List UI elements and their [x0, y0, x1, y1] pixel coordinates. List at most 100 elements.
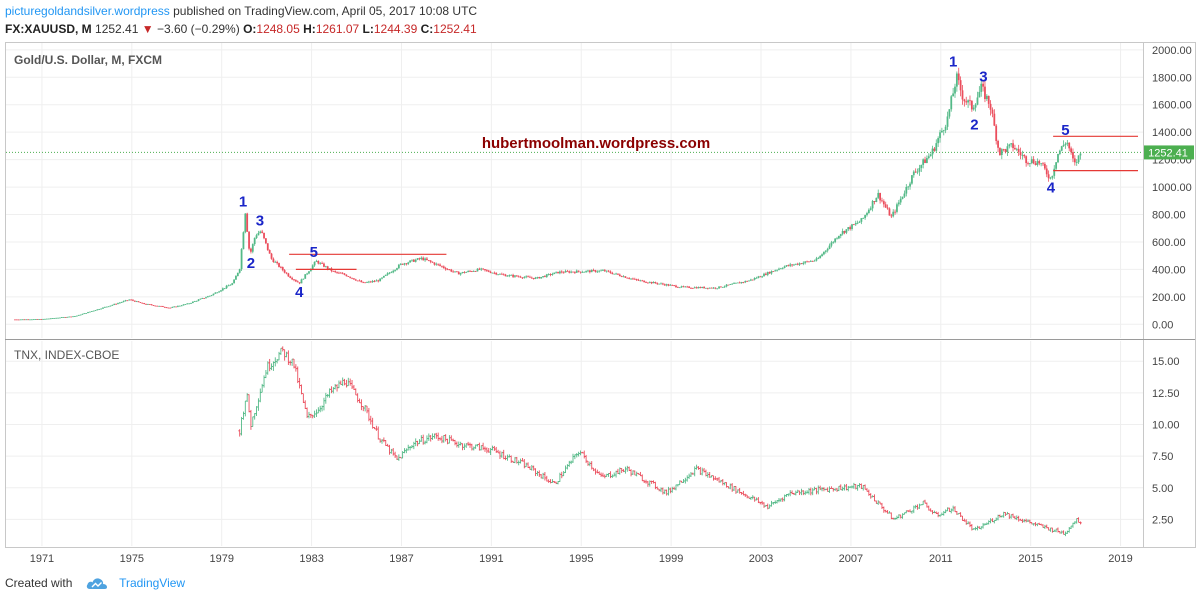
wave-label: 4	[1047, 180, 1056, 197]
gold-candle-body	[809, 261, 812, 262]
gold-candle-body	[442, 266, 445, 268]
gold-candle-body	[954, 86, 956, 94]
gold-candle-body	[248, 231, 250, 249]
gold-candle-body	[313, 261, 316, 266]
gold-candle-body	[1012, 143, 1014, 149]
gold-candle-body	[293, 279, 295, 281]
gold-candle-body	[603, 270, 606, 272]
gold-candle-body	[197, 299, 200, 301]
gold-candle-body	[867, 209, 870, 214]
x-tick-label: 1979	[209, 553, 233, 565]
gold-candle-body	[596, 271, 599, 273]
gold-candle-body	[47, 318, 50, 320]
tradingview-link[interactable]: TradingView	[119, 576, 186, 591]
tnx-tick-label: 15.00	[1152, 356, 1180, 368]
time-axis[interactable]: 1971 1975 1979 1983 1987 1991 1995 1999 2003 2007…	[30, 553, 1133, 565]
gold-candle-body	[523, 277, 526, 278]
gold-candle-body	[564, 270, 567, 273]
gold-candle-body	[250, 248, 252, 252]
gold-candle-body	[100, 308, 103, 310]
last-price-tag: 1252.41	[1144, 145, 1194, 160]
x-tick-label: 1999	[659, 553, 683, 565]
gold-candle-body	[510, 274, 513, 276]
gold-candle-body	[697, 287, 700, 289]
gold-candle-body	[532, 277, 535, 279]
author-link[interactable]: picturegoldandsilver.wordpress	[5, 4, 170, 18]
gold-candle-body	[914, 171, 917, 173]
gold-candle-body	[1014, 148, 1016, 150]
gold-candle-body	[826, 248, 829, 251]
gold-candle-body	[686, 286, 689, 288]
gold-candle-body	[308, 271, 310, 274]
gold-candle-body	[720, 286, 722, 288]
gold-candle-body	[592, 269, 595, 271]
gold-candle-body	[940, 130, 943, 133]
gold-candle-body	[377, 280, 380, 282]
support-resistance-lines[interactable]	[289, 135, 1138, 270]
gold-candle-body	[311, 265, 314, 270]
gold-candle-body	[991, 109, 994, 114]
gold-tick-label: 1800.00	[1152, 72, 1192, 84]
gold-candle-body	[178, 305, 181, 307]
gold-candle-body	[600, 270, 602, 272]
gold-candle-body	[450, 269, 453, 272]
gold-candle-body	[701, 286, 704, 288]
gold-candle-body	[736, 282, 739, 284]
chart-canvas[interactable]: 0.00200.00400.00600.00800.001000.001200.…	[0, 0, 1200, 576]
gold-candle-body	[150, 304, 153, 306]
gold-candle-body	[231, 283, 234, 285]
gold-candle-body	[283, 270, 286, 273]
gold-candle-body	[384, 274, 387, 276]
gold-candle-body	[931, 148, 934, 155]
gold-candle-body	[1036, 161, 1039, 165]
gold-candle-body	[323, 263, 325, 267]
wave-label: 3	[256, 212, 264, 229]
gold-candle-body	[830, 242, 833, 246]
footer: Created with TradingView	[5, 576, 185, 596]
gold-candle-body	[534, 277, 537, 279]
gold-candle-body	[508, 275, 511, 276]
gold-candle-body	[984, 86, 986, 100]
gold-candle-body	[160, 305, 162, 307]
gold-candle-body	[304, 274, 307, 279]
gold-candle-body	[195, 300, 198, 302]
gold-candle-body	[53, 318, 56, 319]
gold-candle-body	[176, 305, 179, 307]
gold-candle-body	[529, 276, 531, 278]
gold-candle-body	[587, 270, 589, 272]
gold-candle-body	[682, 286, 685, 288]
high-value: 1261.07	[315, 22, 360, 36]
gold-candle-body	[768, 272, 771, 274]
gold-candle-body	[147, 304, 149, 305]
gold-candle-body	[656, 283, 659, 284]
gold-candle-body	[613, 273, 616, 275]
gold-candle-body	[285, 272, 288, 274]
gold-candle-body	[272, 258, 275, 263]
gold-candle-body	[609, 271, 612, 273]
gold-candle-body	[667, 284, 670, 286]
gold-candle-body	[993, 113, 996, 126]
gold-candle-body	[858, 221, 861, 223]
gold-candle-body	[549, 274, 552, 275]
gold-candle-body	[924, 159, 926, 163]
gold-candle-body	[851, 224, 853, 229]
gold-candle-body	[512, 274, 514, 277]
gold-candle-body	[139, 302, 142, 303]
gold-candle-body	[476, 268, 479, 272]
gold-candle-body	[347, 276, 350, 277]
wave-label: 5	[1061, 122, 1069, 139]
gold-candle-body	[873, 201, 876, 202]
gold-candle-body	[712, 287, 715, 289]
gold-candle-body	[349, 276, 352, 278]
gold-candle-body	[1068, 142, 1071, 149]
gold-candle-body	[862, 217, 865, 219]
gold-candle-body	[779, 268, 782, 270]
gold-candle-body	[472, 271, 475, 272]
gold-candle-body	[622, 276, 625, 278]
gold-candle-body	[437, 263, 440, 265]
symbol-label[interactable]: FX:XAUUSD, M	[5, 22, 92, 36]
gold-candle-body	[171, 307, 174, 308]
gold-candle-body	[227, 285, 230, 287]
gold-candle-body	[191, 301, 194, 303]
gold-candle-body	[96, 309, 99, 311]
